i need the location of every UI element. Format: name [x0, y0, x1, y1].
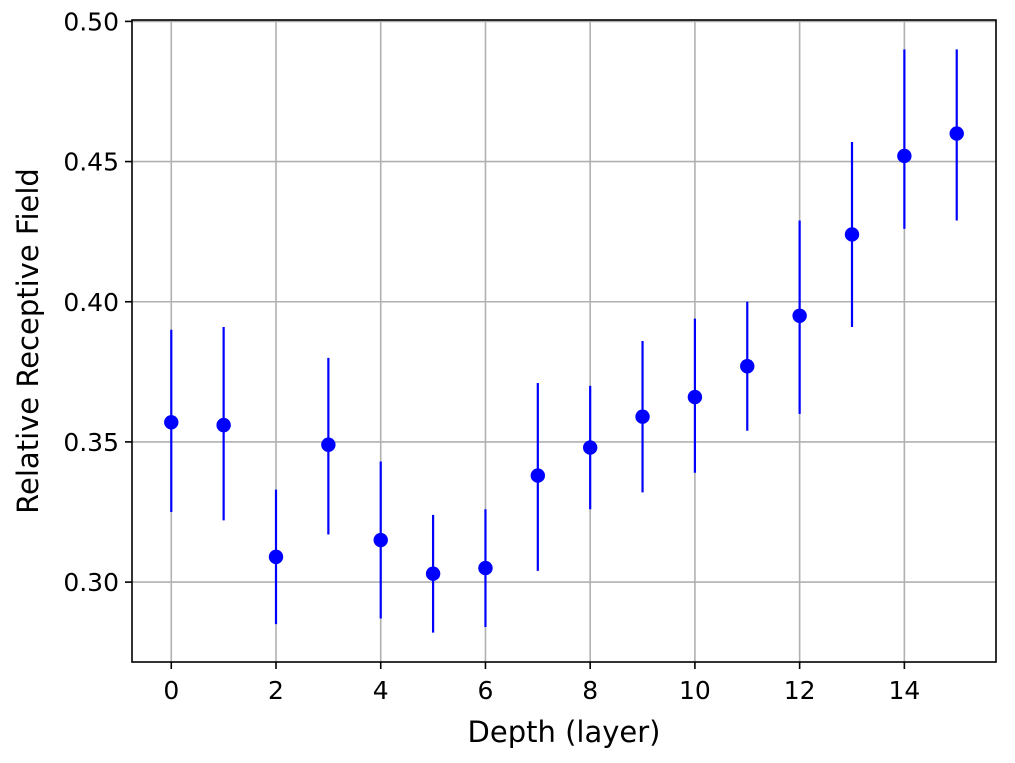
data-point — [321, 437, 336, 452]
y-tick-label: 0.50 — [63, 7, 119, 36]
data-point — [216, 417, 231, 433]
x-tick-label: 2 — [268, 676, 284, 705]
data-point — [635, 409, 650, 424]
data-point — [792, 308, 807, 323]
plot-frame — [131, 19, 997, 663]
data-point — [949, 126, 964, 141]
x-axis-title: Depth (layer) — [468, 715, 661, 749]
x-tick-label: 12 — [784, 676, 816, 705]
x-tick-label: 4 — [373, 676, 389, 705]
data-point — [687, 389, 703, 405]
axis-ticks: 0 2 4 6 8 10 12 14 0.30 0.35 0.40 0.45 0.50 — [63, 7, 920, 705]
y-tick-label: 0.30 — [63, 568, 119, 597]
x-tick-label: 14 — [888, 676, 920, 705]
data-point — [530, 468, 546, 483]
x-tick-label: 0 — [163, 676, 179, 705]
data-point — [164, 415, 179, 430]
data-point — [897, 148, 912, 164]
data-point — [268, 549, 284, 565]
data-point — [582, 440, 598, 455]
y-tick-label: 0.35 — [63, 428, 119, 457]
data-series — [164, 49, 964, 633]
data-point — [373, 532, 388, 548]
data-point — [844, 227, 860, 242]
data-point — [740, 359, 755, 374]
y-tick-label: 0.40 — [63, 288, 119, 317]
x-tick-label: 10 — [679, 676, 711, 705]
x-tick-label: 8 — [582, 676, 598, 705]
data-point — [425, 566, 441, 581]
data-point — [478, 560, 493, 576]
x-tick-label: 6 — [478, 676, 494, 705]
y-tick-label: 0.45 — [63, 148, 119, 177]
y-axis-title: Relative Receptive Field — [11, 168, 45, 514]
